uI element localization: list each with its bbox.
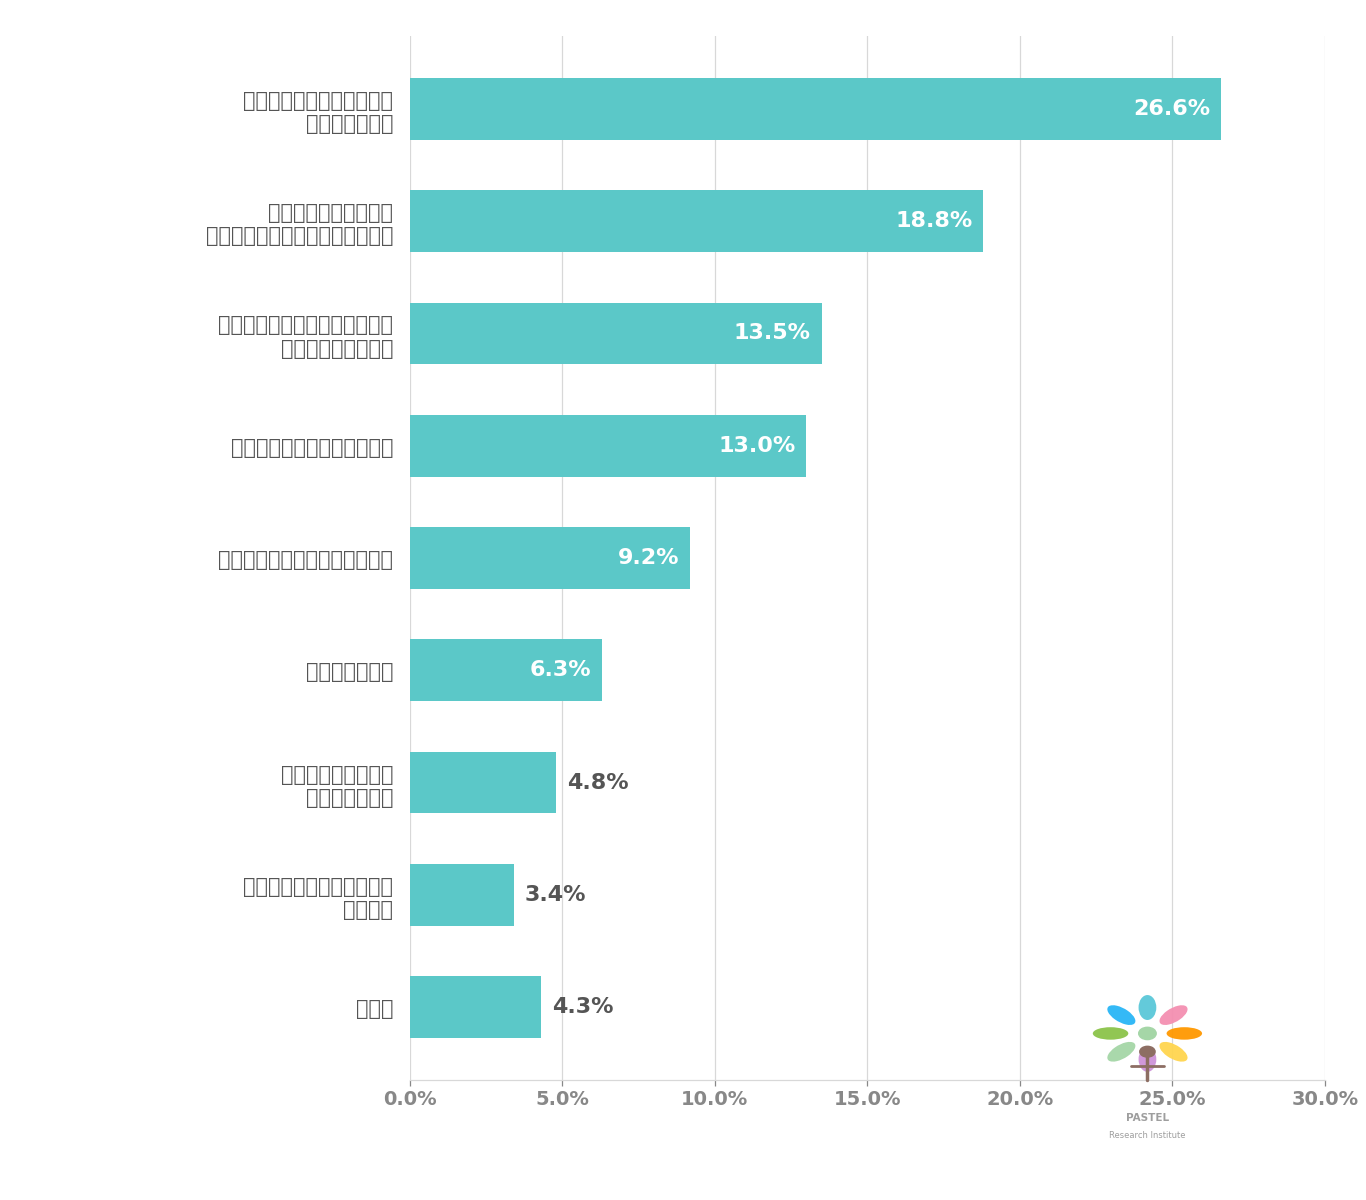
Circle shape (1139, 1027, 1156, 1039)
Ellipse shape (1139, 995, 1156, 1020)
Ellipse shape (1160, 1006, 1187, 1025)
Bar (410, 78, 1221, 140)
Bar (410, 527, 690, 589)
Ellipse shape (1160, 1042, 1187, 1062)
Text: 4.8%: 4.8% (567, 773, 628, 792)
Circle shape (1139, 1046, 1156, 1057)
Ellipse shape (1108, 1006, 1135, 1025)
Text: 9.2%: 9.2% (619, 548, 680, 568)
Ellipse shape (1167, 1027, 1202, 1039)
Text: 18.8%: 18.8% (895, 211, 973, 232)
Ellipse shape (1139, 1046, 1156, 1072)
Bar (410, 640, 602, 701)
Text: 6.3%: 6.3% (530, 660, 591, 680)
Bar (410, 751, 556, 814)
Text: PASTEL: PASTEL (1126, 1112, 1169, 1123)
Text: 4.3%: 4.3% (552, 997, 613, 1018)
Ellipse shape (1108, 1042, 1135, 1062)
Bar (410, 191, 984, 252)
Text: 26.6%: 26.6% (1134, 98, 1210, 119)
Bar (410, 415, 806, 476)
Text: 13.0%: 13.0% (719, 436, 796, 456)
Ellipse shape (1093, 1027, 1128, 1039)
Text: Research Institute: Research Institute (1109, 1130, 1186, 1140)
Bar (410, 864, 514, 925)
Bar (410, 976, 541, 1038)
Text: 13.5%: 13.5% (734, 324, 811, 343)
Bar (410, 302, 822, 365)
Text: 3.4%: 3.4% (525, 884, 586, 905)
